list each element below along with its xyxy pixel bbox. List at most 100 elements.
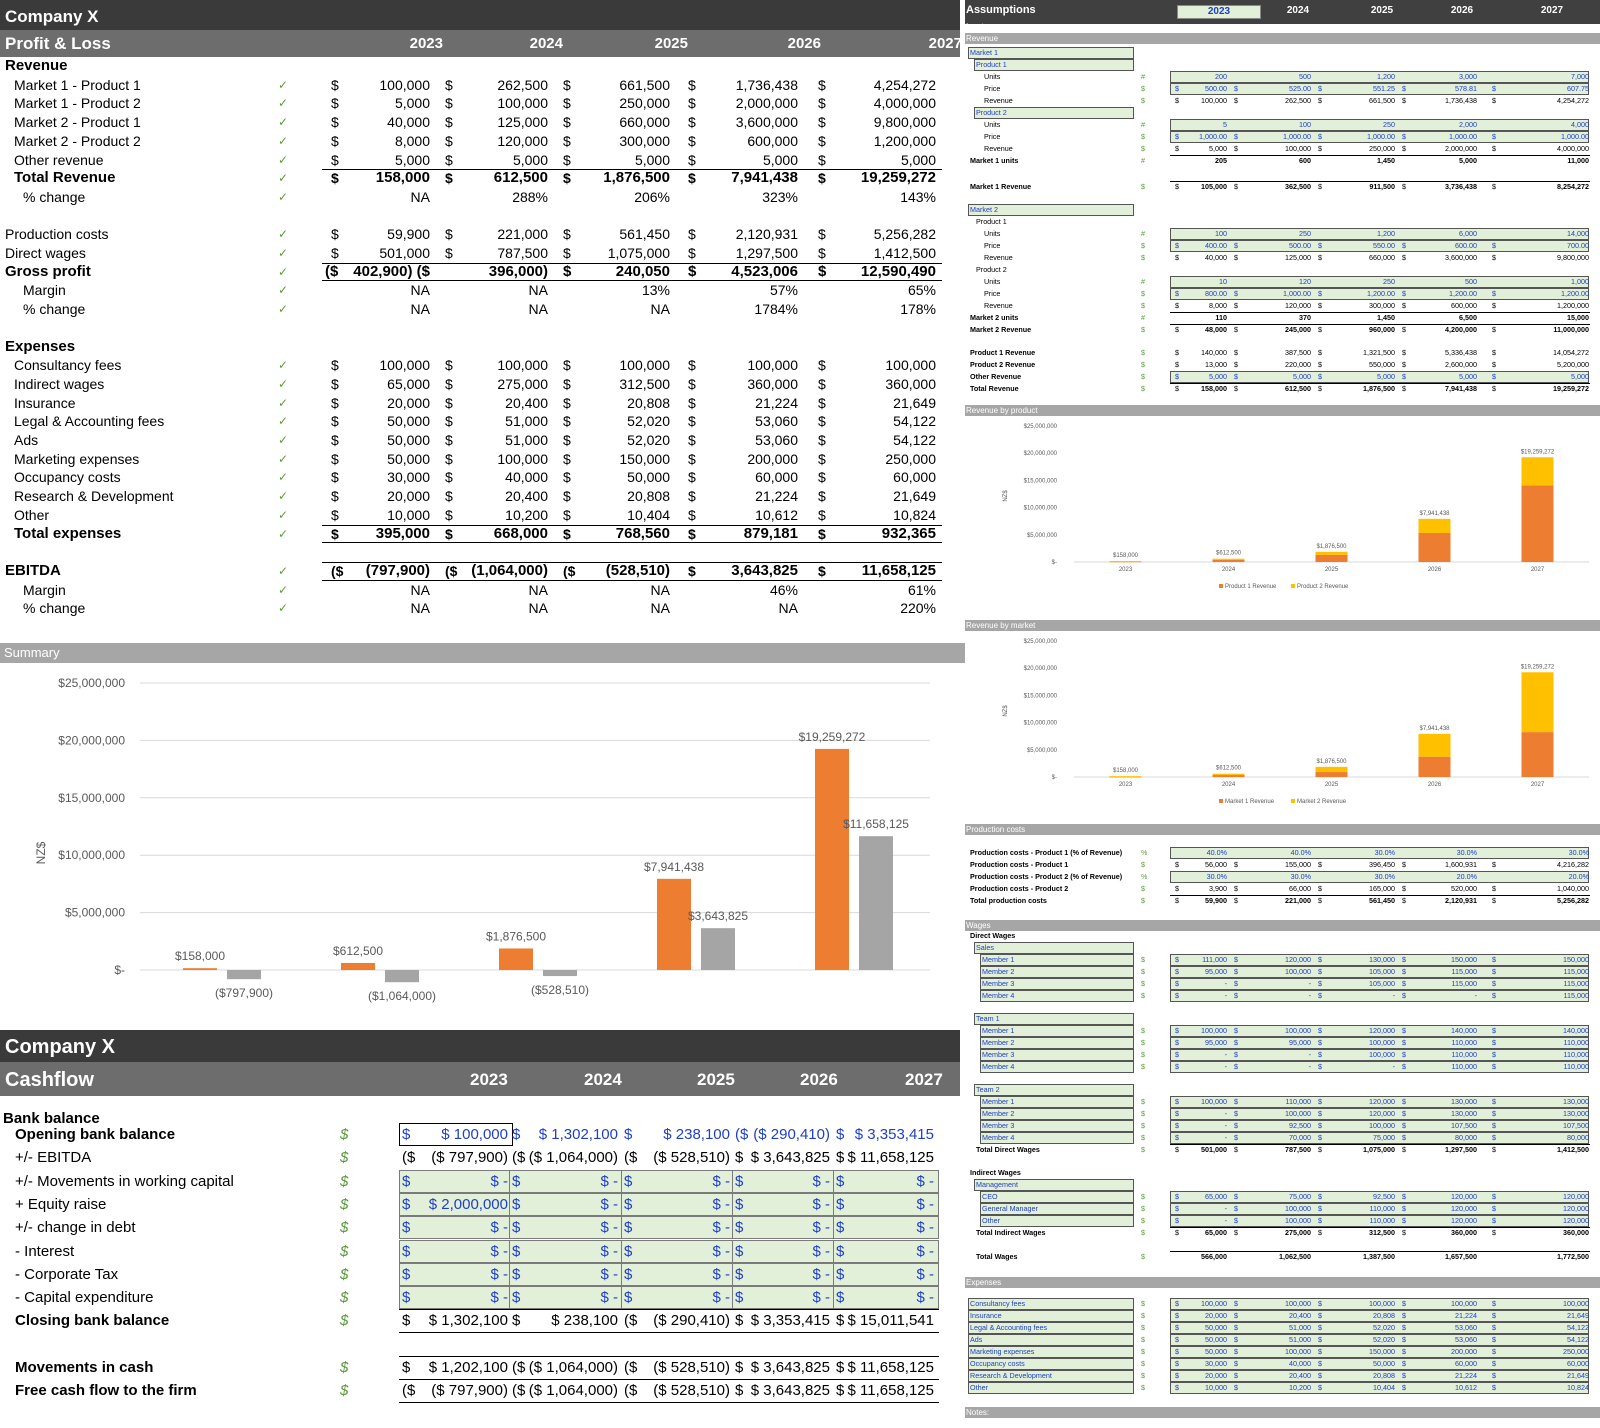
assumption-value: 120,000 xyxy=(1563,1192,1589,1201)
dollar: $ xyxy=(1402,1323,1406,1332)
pl-percent: 288% xyxy=(512,188,548,205)
dollar: $ xyxy=(1234,1192,1238,1201)
check-icon: ✓ xyxy=(278,451,289,466)
unit-symbol: $ xyxy=(1141,289,1145,298)
dollar: $ xyxy=(1175,1299,1179,1308)
assumption-label: Member 2 xyxy=(982,967,1015,976)
cf-value: $ - xyxy=(916,1195,934,1213)
assumption-value: 100 xyxy=(1299,120,1311,129)
assumption-value: 1,062,500 xyxy=(1279,1252,1311,1261)
assumption-value: 1,000.00 xyxy=(1199,132,1227,141)
cf-value: $ - xyxy=(490,1172,508,1190)
check-icon: ✓ xyxy=(278,358,289,373)
cf-dollar: $ xyxy=(512,1265,521,1283)
assumption-value: 14,000 xyxy=(1567,229,1589,238)
check-icon: ✓ xyxy=(278,433,289,447)
pl-value: 1,876,500 xyxy=(603,169,670,187)
stacked-bar xyxy=(1418,756,1451,777)
stacked-bar xyxy=(1212,773,1245,776)
assumption-row: Member 1 $ $111,000 $120,000 $130,000 $150,00… xyxy=(965,954,1600,966)
input-cells xyxy=(1170,1334,1589,1346)
assumption-value: 100,000 xyxy=(1285,1299,1311,1308)
assumption-value: - xyxy=(1308,1050,1311,1059)
dollar-sign: $ xyxy=(688,562,696,579)
dollar-sign: $ xyxy=(563,226,571,243)
pl-value: 612,500 xyxy=(493,169,548,187)
cf-dollar: ($ xyxy=(512,1359,526,1376)
dollar: $ xyxy=(1492,1050,1496,1059)
stacked-bar xyxy=(1521,732,1554,777)
assumption-value: 3,600,000 xyxy=(1445,253,1477,262)
assumption-value: 800.00 xyxy=(1205,289,1227,298)
cf-value: $ 15,011,541 xyxy=(847,1312,934,1330)
dollar: $ xyxy=(1402,860,1406,869)
dollar-sign: $ xyxy=(331,245,339,261)
dollar: $ xyxy=(1402,182,1406,191)
y-tick-label: $5,000,000 xyxy=(65,906,125,920)
label-box xyxy=(974,59,1134,71)
cf-row: Closing bank balance $ $ $ 1,302,100 $ $ 238,… xyxy=(0,1309,960,1333)
dollar-sign: $ xyxy=(688,132,696,149)
assumption-label: Member 2 xyxy=(982,1038,1015,1047)
y-tick-label: $25,000,000 xyxy=(1024,424,1058,430)
assumption-row: Direct Wages xyxy=(965,930,1600,942)
assumption-value: 566,000 xyxy=(1201,1252,1227,1261)
dollar-sign: $ xyxy=(563,506,571,523)
pl-value: 100,000 xyxy=(497,95,548,112)
assumption-row: Units #5 100 250 2,000 4,000 xyxy=(965,119,1600,131)
cf-value: $ 3,353,415 xyxy=(854,1126,934,1143)
assumption-value: 550.00 xyxy=(1373,241,1395,250)
pl-value: 21,649 xyxy=(893,394,936,411)
label-box xyxy=(968,204,1134,216)
check-icon: ✓ xyxy=(278,227,289,242)
pl-row-label: Research & Development xyxy=(14,488,174,505)
pl-value: 10,200 xyxy=(505,506,548,523)
pl-row-label: Production costs xyxy=(5,226,109,243)
dollar: $ xyxy=(1318,896,1322,905)
assumption-label: Legal & Accounting fees xyxy=(970,1323,1048,1332)
assumption-row: Member 3 $ $ - $ - $105,000 $115,000 $115,000 xyxy=(965,978,1600,990)
unit-symbol: $ xyxy=(1141,1204,1145,1213)
assumptions-inputs-label: Inputs xyxy=(966,22,988,31)
assumption-row: Member 2 $ $95,000 $100,000 $105,000 $115,000… xyxy=(965,966,1600,978)
assumption-value: 158,000 xyxy=(1201,384,1227,393)
bar xyxy=(499,948,533,970)
assumption-value: 1,200.00 xyxy=(1367,289,1395,298)
dollar: $ xyxy=(1402,1109,1406,1118)
stacked-bar xyxy=(1521,457,1554,486)
assumption-value: 4,216,282 xyxy=(1557,860,1589,869)
cf-value: $ - xyxy=(812,1265,830,1283)
unit-symbol: $ xyxy=(1141,325,1145,334)
pl-value: 312,500 xyxy=(619,375,670,392)
input-cells xyxy=(1170,1025,1589,1037)
assumption-value: 1,075,000 xyxy=(1363,1145,1395,1154)
dollar: $ xyxy=(1492,860,1496,869)
assumption-value: 578.81 xyxy=(1455,84,1477,93)
section-notes: Notes: xyxy=(965,1407,1600,1418)
assumption-value: 51,000 xyxy=(1289,1335,1311,1344)
pl-value: 30,000 xyxy=(387,469,430,486)
pl-value: 40,000 xyxy=(505,469,548,486)
assumption-value: 8,000 xyxy=(1209,301,1227,310)
assumption-row: Production costs - Product 1 (% of Reven… xyxy=(965,847,1600,859)
pl-row-label: Total expenses xyxy=(14,524,122,542)
assumption-value: 5 xyxy=(1223,120,1227,129)
dollar: $ xyxy=(1318,182,1322,191)
pl-value: 300,000 xyxy=(619,132,670,149)
legend-swatch xyxy=(1291,799,1295,803)
y-tick-label: $10,000,000 xyxy=(58,848,125,862)
data-label: $612,500 xyxy=(333,944,383,958)
dollar-icon: $ xyxy=(340,1265,349,1283)
dollar: $ xyxy=(1175,1371,1179,1380)
dollar: $ xyxy=(1175,1097,1179,1106)
pl-row: Marketing expenses ✓ $50,000 $100,000 $150,0… xyxy=(0,450,960,469)
assumption-value: 5,000 xyxy=(1209,144,1227,153)
total-rule xyxy=(1170,181,1590,193)
dollar: $ xyxy=(1175,241,1179,250)
dollar: $ xyxy=(1234,289,1238,298)
assumption-value: 130,000 xyxy=(1563,1109,1589,1118)
cf-row-label: Opening bank balance xyxy=(15,1126,176,1143)
pl-value: 51,000 xyxy=(505,432,548,448)
pl-value: 54,122 xyxy=(893,432,936,448)
assumption-row: Revenue $ $8,000 $120,000 $300,000 $600,000 $1… xyxy=(965,300,1600,312)
